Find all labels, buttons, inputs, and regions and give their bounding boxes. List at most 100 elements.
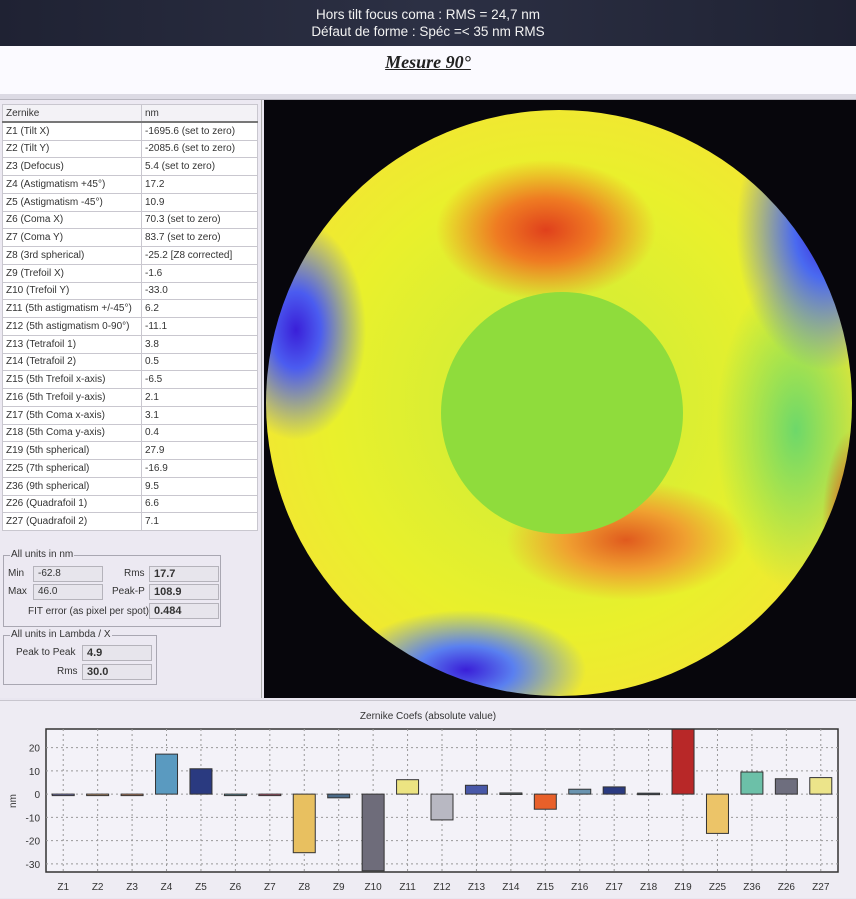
x-tick-label: Z36 xyxy=(743,882,761,893)
table-row[interactable]: Z19 (5th spherical) 27.9 xyxy=(2,441,258,460)
bar-z15 xyxy=(533,793,557,810)
coefficient-name: Z25 (7th spherical) xyxy=(2,459,142,478)
x-tick-label: Z15 xyxy=(537,882,555,893)
table-row[interactable]: Z2 (Tilt Y) -2085.6 (set to zero) xyxy=(2,139,258,159)
table-row[interactable]: Z16 (5th Trefoil y-axis) 2.1 xyxy=(2,388,258,407)
column-header: Zernike xyxy=(2,104,142,124)
zernike-bar-chart: Zernike Coefs (absolute value) 20 10 0 -10 -2… xyxy=(8,711,839,893)
coefficient-name: Z27 (Quadrafoil 2) xyxy=(2,512,142,531)
group-legend: All units in nm xyxy=(10,549,75,560)
table-row[interactable]: Z25 (7th spherical) -16.9 xyxy=(2,459,258,478)
table-row[interactable]: Z3 (Defocus) 5.4 (set to zero) xyxy=(2,157,258,176)
bar-z19 xyxy=(671,728,695,795)
coefficient-name: Z36 (9th spherical) xyxy=(2,476,142,496)
coefficient-name: Z1 (Tilt X) xyxy=(2,121,142,141)
y-tick-label: -30 xyxy=(26,860,41,871)
x-tick-label: Z26 xyxy=(778,882,796,893)
bar-z18 xyxy=(637,792,661,796)
coefficient-value: 17.2 xyxy=(141,175,258,194)
bar-z7 xyxy=(258,793,282,797)
table-row[interactable]: Z5 (Astigmatism -45°) 10.9 xyxy=(2,192,258,212)
central-obstruction xyxy=(441,292,683,534)
coefficient-value: -11.1 xyxy=(141,317,258,336)
max-value: 46.0 xyxy=(33,584,103,600)
page-title: Mesure 90° xyxy=(385,52,471,72)
stats-lambda-group: All units in Lambda / X Peak to Peak 4.9… xyxy=(3,629,157,685)
coefficient-value: 3.1 xyxy=(141,405,258,425)
coefficient-name: Z2 (Tilt Y) xyxy=(2,139,142,159)
coefficient-name: Z6 (Coma X) xyxy=(2,210,142,230)
x-tick-label: Z19 xyxy=(674,882,692,893)
header-banner: Hors tilt focus coma : RMS = 24,7 nm Déf… xyxy=(0,0,856,46)
y-tick-label: -10 xyxy=(26,813,41,824)
table-row[interactable]: Z17 (5th Coma x-axis) 3.1 xyxy=(2,405,258,425)
bar-z26 xyxy=(774,778,798,795)
table-row[interactable]: Z15 (5th Trefoil x-axis) -6.5 xyxy=(2,370,258,389)
stats-nm-group: All units in nm Min -62.8 Max 46.0 Rms 1… xyxy=(3,549,221,627)
table-row[interactable]: Z14 (Tetrafoil 2) 0.5 xyxy=(2,352,258,372)
table-row[interactable]: Z6 (Coma X) 70.3 (set to zero) xyxy=(2,210,258,230)
toolbar-strip xyxy=(0,94,856,100)
coefficient-name: Z8 (3rd spherical) xyxy=(2,246,142,265)
fit-value: 0.484 xyxy=(149,603,219,619)
coefficient-value: 10.9 xyxy=(141,192,258,212)
peak-to-peak-label: Peak to Peak xyxy=(16,647,76,658)
coefficient-name: Z14 (Tetrafoil 2) xyxy=(2,352,142,372)
x-tick-label: Z18 xyxy=(640,882,658,893)
group-legend: All units in Lambda / X xyxy=(10,629,112,640)
table-row[interactable]: Z8 (3rd spherical) -25.2 [Z8 corrected] xyxy=(2,246,258,265)
bar-z25 xyxy=(705,793,729,834)
table-row[interactable]: Z18 (5th Coma y-axis) 0.4 xyxy=(2,423,258,443)
table-row[interactable]: Z4 (Astigmatism +45°) 17.2 xyxy=(2,175,258,194)
table-row[interactable]: Z7 (Coma Y) 83.7 (set to zero) xyxy=(2,228,258,247)
x-tick-label: Z16 xyxy=(571,882,589,893)
coefficient-value: 83.7 (set to zero) xyxy=(141,228,258,247)
max-label: Max xyxy=(8,586,27,597)
table-row[interactable]: Z36 (9th spherical) 9.5 xyxy=(2,476,258,496)
x-tick-label: Z8 xyxy=(298,882,310,893)
coefficient-value: 0.5 xyxy=(141,352,258,372)
bar-z14 xyxy=(499,792,523,795)
table-row[interactable]: Z26 (Quadrafoil 1) 6.6 xyxy=(2,494,258,514)
table-row[interactable]: Z1 (Tilt X) -1695.6 (set to zero) xyxy=(2,121,258,141)
rms-value: 30.0 xyxy=(82,664,152,680)
coefficient-name: Z5 (Astigmatism -45°) xyxy=(2,192,142,212)
table-header-row: Zernike nm xyxy=(2,104,258,124)
table-row[interactable]: Z27 (Quadrafoil 2) 7.1 xyxy=(2,512,258,531)
table-row[interactable]: Z12 (5th astigmatism 0-90°) -11.1 xyxy=(2,317,258,336)
coefficient-value: 2.1 xyxy=(141,388,258,407)
table-row[interactable]: Z13 (Tetrafoil 1) 3.8 xyxy=(2,334,258,354)
rms-label: Rms xyxy=(57,666,78,677)
coefficient-value: 6.6 xyxy=(141,494,258,514)
bar-z11 xyxy=(396,779,420,795)
bar-z13 xyxy=(464,784,488,795)
coefficient-value: -16.9 xyxy=(141,459,258,478)
bar-z2 xyxy=(86,793,110,797)
x-tick-label: Z6 xyxy=(230,882,242,893)
coefficient-name: Z3 (Defocus) xyxy=(2,157,142,176)
coefficient-name: Z18 (5th Coma y-axis) xyxy=(2,423,142,443)
coefficient-name: Z17 (5th Coma x-axis) xyxy=(2,405,142,425)
min-value: -62.8 xyxy=(33,566,103,582)
coefficient-name: Z15 (5th Trefoil x-axis) xyxy=(2,370,142,389)
table-row[interactable]: Z9 (Trefoil X) -1.6 xyxy=(2,263,258,283)
x-tick-label: Z13 xyxy=(468,882,486,893)
table-row[interactable]: Z11 (5th astigmatism +/-45°) 6.2 xyxy=(2,299,258,318)
header-line-1: Hors tilt focus coma : RMS = 24,7 nm xyxy=(316,7,540,22)
coefficient-value: -1695.6 (set to zero) xyxy=(141,121,258,141)
coefficient-value: 6.2 xyxy=(141,299,258,318)
coefficient-value: 70.3 (set to zero) xyxy=(141,210,258,230)
column-header: nm xyxy=(141,104,258,124)
x-tick-label: Z14 xyxy=(502,882,520,893)
coefficient-value: -33.0 xyxy=(141,281,258,301)
coefficient-value: 3.8 xyxy=(141,334,258,354)
bar-z8 xyxy=(292,793,316,854)
peak-p-label: Peak-P xyxy=(112,586,145,597)
x-tick-label: Z7 xyxy=(264,882,276,893)
coefficient-value: -25.2 [Z8 corrected] xyxy=(141,246,258,265)
wavefront-map[interactable] xyxy=(264,100,856,698)
x-tick-label: Z17 xyxy=(606,882,624,893)
x-tick-label: Z4 xyxy=(161,882,173,893)
y-tick-label: 10 xyxy=(29,767,41,778)
table-row[interactable]: Z10 (Trefoil Y) -33.0 xyxy=(2,281,258,301)
